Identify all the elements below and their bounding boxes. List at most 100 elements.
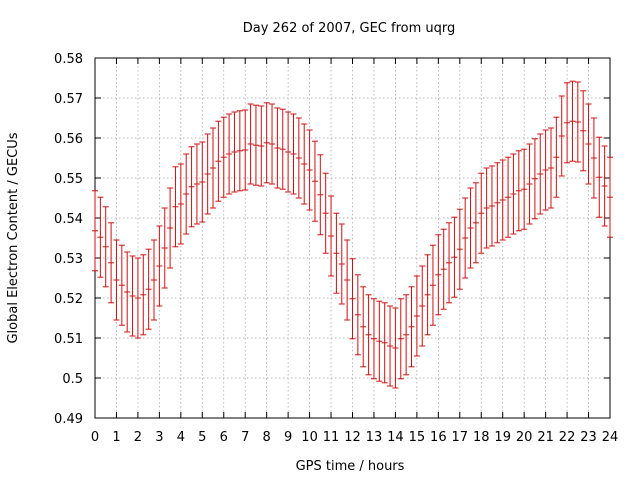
error-bar-point (510, 153, 517, 235)
error-bar-point (129, 255, 136, 337)
x-tick-label: 4 (177, 430, 185, 445)
error-bar-point (456, 208, 463, 290)
error-bar-point (370, 298, 377, 380)
error-bar-point (462, 197, 469, 279)
error-bar-point (488, 165, 495, 247)
error-bar-point (145, 248, 152, 330)
error-bar-point (596, 136, 603, 218)
x-tick-label: 14 (387, 430, 404, 445)
error-bar-point (419, 265, 426, 347)
x-tick-labels: 0 1 2 3 4 5 6 7 8 9 10 11 12 13 14 15 16 17 18 19 20 21 22 23 24 (91, 430, 618, 445)
error-bar-point (252, 104, 259, 186)
error-bar-point (429, 244, 436, 326)
error-bar-point (413, 275, 420, 357)
x-tick-label: 1 (112, 430, 120, 445)
x-tick-label: 17 (452, 430, 469, 445)
error-bar-point (499, 159, 506, 241)
x-tick-label: 2 (134, 430, 142, 445)
error-bar-point (435, 234, 442, 316)
x-tick-label: 16 (430, 430, 447, 445)
x-tick-label: 10 (301, 430, 318, 445)
error-bar-point (392, 307, 399, 389)
error-bar-point (553, 116, 560, 198)
axis-ticks (94, 57, 611, 419)
error-bar-point (585, 103, 592, 185)
error-bar-point (531, 138, 538, 220)
error-bar-point (301, 123, 308, 205)
error-bar-point (521, 148, 528, 230)
error-bar-point (574, 81, 581, 163)
x-tick-label: 23 (580, 430, 597, 445)
error-bar-point (279, 108, 286, 190)
x-tick-label: 12 (344, 430, 361, 445)
error-bar-point (478, 172, 485, 254)
error-bar-point (333, 212, 340, 294)
x-tick-label: 0 (91, 430, 99, 445)
error-bar-point (526, 143, 533, 225)
error-bar-point (183, 153, 190, 235)
error-bar-point (472, 182, 479, 264)
error-bar-point (408, 286, 415, 368)
error-bar-point (199, 141, 206, 223)
y-tick-label: 0.57 (54, 92, 83, 107)
error-bar-point (311, 140, 318, 222)
error-bar-point (580, 90, 587, 172)
error-bar-point (564, 82, 571, 164)
error-bar-point (274, 107, 281, 189)
error-bar-point (204, 133, 211, 215)
error-bar-point (505, 156, 512, 238)
x-tick-label: 5 (198, 430, 206, 445)
y-tick-label: 0.54 (54, 212, 83, 227)
x-tick-label: 7 (241, 430, 249, 445)
x-tick-label: 18 (473, 430, 490, 445)
x-tick-label: 19 (494, 430, 511, 445)
x-tick-label: 13 (366, 430, 383, 445)
error-bar-point (338, 223, 345, 305)
error-bar-point (349, 258, 356, 340)
error-bar-point (108, 222, 115, 304)
error-bar-point (220, 116, 227, 198)
error-bar-point (446, 222, 453, 304)
error-bar-point (547, 127, 554, 209)
error-bar-point (317, 154, 324, 236)
error-bar-point (210, 127, 217, 209)
error-bar-point (607, 156, 613, 238)
y-tick-label: 0.5 (62, 372, 83, 387)
error-bar-point (151, 239, 158, 321)
error-bar-point (247, 103, 254, 185)
error-bar-point (467, 187, 474, 269)
error-bar-point (167, 187, 174, 269)
error-bar-point (161, 207, 168, 289)
error-bar-point (542, 129, 549, 211)
y-tick-labels: 0.49 0.5 0.51 0.52 0.53 0.54 0.55 0.56 0.57 0.58 (54, 52, 83, 427)
x-tick-label: 3 (155, 430, 163, 445)
error-bar-point (558, 95, 565, 177)
error-bar-point (295, 117, 302, 199)
error-bar-point (172, 166, 179, 248)
error-bar-point (360, 286, 367, 368)
error-bar-point (242, 109, 249, 191)
x-tick-label: 6 (220, 430, 228, 445)
error-bar-point (569, 80, 576, 162)
y-tick-label: 0.53 (54, 252, 83, 267)
x-tick-label: 22 (559, 430, 576, 445)
error-bar-point (483, 167, 490, 249)
x-tick-label: 24 (602, 430, 619, 445)
error-bar-point (381, 302, 388, 384)
error-bar-point (354, 274, 361, 356)
y-tick-label: 0.56 (54, 132, 83, 147)
x-tick-label: 8 (263, 430, 271, 445)
error-bar-point (269, 103, 276, 185)
error-bar-point (403, 294, 410, 376)
y-tick-label: 0.51 (54, 332, 83, 347)
error-bar-point (226, 113, 233, 195)
error-bar-point (102, 206, 109, 288)
x-tick-label: 15 (409, 430, 426, 445)
chart-title: Day 262 of 2007, GEC from uqrg (243, 21, 456, 36)
error-bar-point (134, 257, 141, 339)
x-axis-label: GPS time / hours (296, 459, 405, 474)
y-axis-label: Global Electron Content / GECUs (6, 132, 21, 343)
error-bar-point (140, 254, 147, 336)
error-bar-point (344, 239, 351, 321)
error-bar-point (231, 111, 238, 193)
